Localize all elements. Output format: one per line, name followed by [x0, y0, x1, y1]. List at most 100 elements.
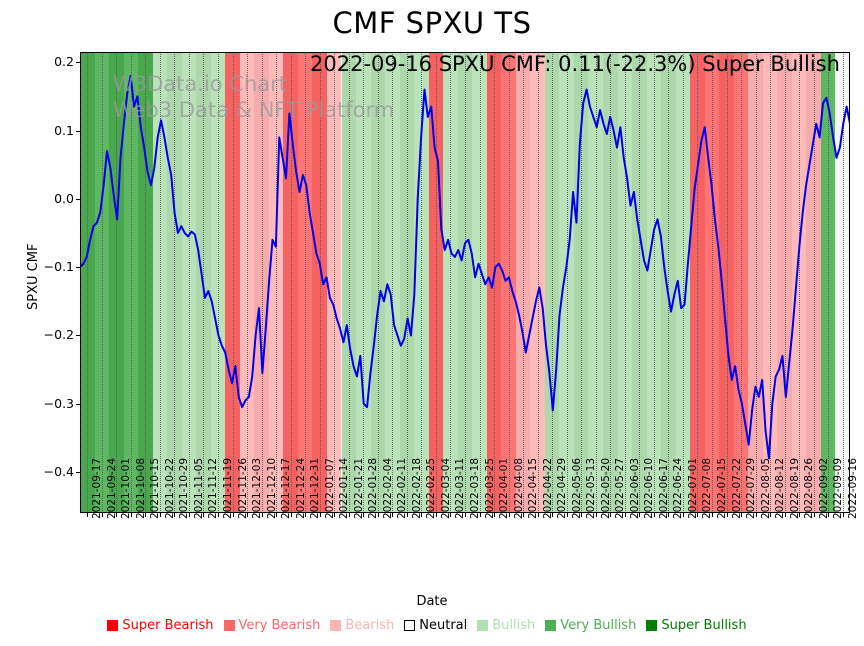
legend-swatch-icon: [545, 620, 557, 631]
x-tick-label: 2022-09-09: [832, 457, 845, 519]
x-tick-label: 2021-09-24: [105, 457, 118, 519]
x-tick-mark: [290, 513, 292, 517]
x-tick-label: 2022-04-22: [541, 457, 554, 519]
x-tick-mark: [247, 513, 249, 517]
x-tick-label: 2021-12-03: [251, 457, 264, 519]
gridline: [130, 52, 132, 513]
x-tick-label: 2022-06-10: [643, 457, 656, 519]
gridline: [523, 52, 525, 513]
x-tick-mark: [523, 513, 525, 517]
x-tick-label: 2022-08-12: [774, 457, 787, 519]
legend-swatch-icon: [330, 620, 342, 631]
gridline: [537, 52, 539, 513]
legend-item[interactable]: Super Bullish: [646, 618, 747, 633]
x-tick-mark: [610, 513, 612, 517]
x-tick-label: 2021-09-17: [91, 457, 104, 519]
x-tick-label: 2021-11-05: [192, 457, 205, 519]
legend-item[interactable]: Very Bearish: [223, 618, 320, 633]
y-tick-mark: [76, 62, 80, 64]
gridline: [639, 52, 641, 513]
x-tick-mark: [711, 513, 713, 517]
gridline: [87, 52, 89, 513]
week-stripe: [326, 52, 342, 513]
gridline: [261, 52, 263, 513]
legend-swatch-icon: [223, 620, 235, 631]
legend-item[interactable]: Neutral: [404, 618, 467, 633]
x-tick-label: 2022-08-19: [788, 457, 801, 519]
gridline: [465, 52, 466, 513]
y-tick-mark: [76, 335, 80, 337]
sentiment-band: [428, 52, 444, 513]
gridline: [348, 52, 350, 513]
x-tick-label: 2022-02-25: [425, 457, 438, 519]
y-tick-label: 0.1: [54, 122, 74, 138]
x-tick-label: 2022-03-18: [469, 457, 481, 519]
legend-item[interactable]: Very Bullish: [545, 618, 636, 633]
x-tick-label: 2022-07-22: [730, 457, 743, 519]
watermark-line-1: W3Data.io Chart: [113, 72, 288, 96]
x-tick-mark: [624, 513, 626, 517]
x-tick-mark: [566, 513, 568, 517]
x-tick-label: 2022-02-11: [396, 457, 409, 519]
x-tick-mark: [421, 513, 423, 517]
week-stripe: [472, 52, 487, 513]
gridline: [334, 52, 336, 513]
x-tick-label: 2022-04-29: [556, 457, 569, 519]
legend-swatch-icon: [477, 620, 489, 631]
plot-area: [80, 52, 850, 513]
gridline: [610, 52, 612, 513]
gridline: [682, 52, 684, 513]
x-tick-mark: [697, 513, 699, 517]
legend-label: Super Bearish: [122, 618, 214, 633]
sentiment-band: [820, 52, 836, 513]
x-tick-label: 2022-02-18: [410, 457, 423, 519]
gridline: [232, 52, 234, 513]
legend-item[interactable]: Super Bearish: [107, 618, 214, 633]
x-tick-mark: [465, 513, 466, 517]
week-stripe: [559, 52, 574, 513]
x-tick-mark: [639, 513, 641, 517]
week-stripe: [414, 52, 429, 513]
y-tick-label: −0.3: [43, 395, 74, 411]
x-tick-mark: [406, 513, 408, 517]
x-tick-mark: [261, 513, 263, 517]
cmf-line-series: [80, 74, 850, 460]
x-axis-title: Date: [416, 594, 448, 609]
x-tick-label: 2022-09-16: [846, 457, 859, 519]
x-tick-mark: [101, 513, 103, 517]
week-stripe: [646, 52, 662, 513]
x-tick-mark: [668, 513, 670, 517]
gridline: [188, 52, 190, 513]
legend-label: Neutral: [419, 618, 468, 633]
gridline: [697, 52, 699, 513]
legend-swatch-icon: [646, 620, 658, 631]
x-tick-label: 2021-11-12: [207, 457, 220, 519]
gridline: [363, 52, 365, 513]
y-tick-label: 0.0: [54, 190, 74, 206]
gridline: [770, 52, 772, 513]
gridline: [101, 52, 103, 513]
x-tick-mark: [508, 513, 510, 517]
legend-item[interactable]: Bullish: [477, 618, 535, 633]
gridline: [494, 52, 496, 513]
gridline: [421, 52, 423, 513]
x-tick-label: 2021-10-08: [134, 457, 147, 519]
x-tick-mark: [682, 513, 684, 517]
x-tick-label: 2022-05-20: [599, 457, 612, 519]
x-tick-mark: [145, 513, 147, 517]
week-stripe: [210, 52, 226, 513]
legend-label: Bearish: [345, 618, 395, 633]
x-tick-label: 2022-03-25: [483, 457, 496, 519]
gridline: [145, 52, 147, 513]
x-tick-label: 2022-07-15: [715, 457, 728, 519]
gridline: [813, 52, 815, 513]
x-tick-mark: [334, 513, 336, 517]
x-tick-mark: [828, 513, 830, 517]
legend-item[interactable]: Bearish: [330, 618, 394, 633]
x-tick-mark: [799, 513, 801, 517]
legend-swatch-icon: [404, 620, 416, 631]
y-tick-mark: [76, 472, 80, 474]
x-tick-mark: [552, 513, 554, 517]
x-tick-label: 2022-04-15: [527, 457, 540, 519]
x-tick-mark: [130, 513, 132, 517]
